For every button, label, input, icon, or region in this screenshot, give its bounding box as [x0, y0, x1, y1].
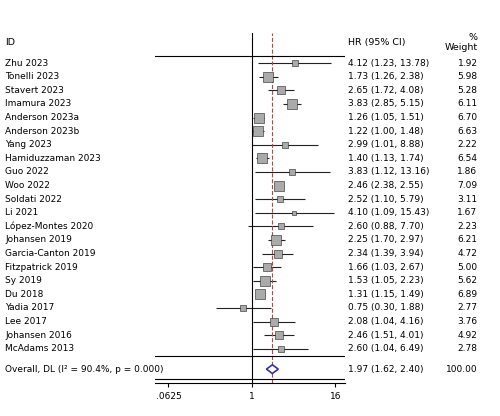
Text: 1.22 (1.00, 1.48): 1.22 (1.00, 1.48): [348, 127, 423, 136]
Text: 100.00: 100.00: [446, 364, 478, 374]
Text: Johansen 2016: Johansen 2016: [5, 331, 72, 339]
Text: 1.31 (1.15, 1.49): 1.31 (1.15, 1.49): [348, 290, 423, 299]
Text: Du 2018: Du 2018: [5, 290, 44, 299]
Point: [281, 141, 289, 148]
Text: 2.60 (0.88, 7.70): 2.60 (0.88, 7.70): [348, 222, 423, 231]
Text: 1.66 (1.03, 2.67): 1.66 (1.03, 2.67): [348, 262, 423, 272]
Text: Soldati 2022: Soldati 2022: [5, 195, 62, 204]
Text: %: %: [468, 33, 477, 42]
Text: 2.65 (1.72, 4.08): 2.65 (1.72, 4.08): [348, 86, 423, 95]
Point: [254, 128, 262, 134]
Text: 0.75 (0.30, 1.88): 0.75 (0.30, 1.88): [348, 303, 424, 312]
Text: 6.11: 6.11: [458, 99, 477, 109]
Text: 6.63: 6.63: [458, 127, 477, 136]
Point: [275, 332, 283, 339]
Text: Weight: Weight: [444, 43, 478, 52]
Text: 5.28: 5.28: [458, 86, 477, 95]
Text: 2.46 (1.51, 4.01): 2.46 (1.51, 4.01): [348, 331, 423, 339]
Text: Hamiduzzaman 2023: Hamiduzzaman 2023: [5, 154, 101, 163]
Text: 6.21: 6.21: [458, 235, 477, 245]
Point: [288, 101, 296, 107]
Point: [278, 87, 285, 94]
Text: 2.99 (1.01, 8.88): 2.99 (1.01, 8.88): [348, 140, 423, 149]
Point: [240, 305, 248, 311]
Text: Imamura 2023: Imamura 2023: [5, 99, 71, 109]
Text: McAdams 2013: McAdams 2013: [5, 344, 74, 353]
Text: 1.53 (1.05, 2.23): 1.53 (1.05, 2.23): [348, 276, 423, 285]
Point: [264, 74, 272, 80]
Text: Li 2021: Li 2021: [5, 208, 38, 217]
Text: Overall, DL (I² = 90.4%, p = 0.000): Overall, DL (I² = 90.4%, p = 0.000): [5, 364, 164, 374]
Text: 3.83 (2.85, 5.15): 3.83 (2.85, 5.15): [348, 99, 423, 109]
Text: 2.78: 2.78: [458, 344, 477, 353]
Text: ID: ID: [5, 38, 15, 47]
Text: Yang 2023: Yang 2023: [5, 140, 52, 149]
Text: 3.11: 3.11: [458, 195, 477, 204]
Text: 1.86: 1.86: [458, 168, 477, 176]
Text: HR (95% CI): HR (95% CI): [348, 38, 405, 47]
Text: 2.23: 2.23: [458, 222, 477, 231]
Text: 4.10 (1.09, 15.43): 4.10 (1.09, 15.43): [348, 208, 429, 217]
Text: Guo 2022: Guo 2022: [5, 168, 49, 176]
Text: Johansen 2019: Johansen 2019: [5, 235, 72, 245]
Text: 2.52 (1.10, 5.79): 2.52 (1.10, 5.79): [348, 195, 423, 204]
Polygon shape: [266, 365, 278, 374]
Point: [290, 60, 298, 67]
Text: Anderson 2023a: Anderson 2023a: [5, 113, 79, 122]
Text: Garcia-Canton 2019: Garcia-Canton 2019: [5, 249, 96, 258]
Text: 1.92: 1.92: [458, 59, 477, 68]
Text: 2.08 (1.04, 4.16): 2.08 (1.04, 4.16): [348, 317, 423, 326]
Point: [288, 168, 296, 175]
Text: 6.89: 6.89: [458, 290, 477, 299]
Text: 3.76: 3.76: [458, 317, 477, 326]
Point: [275, 182, 283, 189]
Point: [272, 237, 280, 243]
Text: 2.25 (1.70, 2.97): 2.25 (1.70, 2.97): [348, 235, 423, 245]
Point: [256, 291, 264, 298]
Text: 4.72: 4.72: [458, 249, 477, 258]
Point: [258, 155, 266, 162]
Text: 5.98: 5.98: [458, 72, 477, 81]
Text: Anderson 2023b: Anderson 2023b: [5, 127, 79, 136]
Point: [276, 196, 284, 203]
Text: 4.92: 4.92: [458, 331, 477, 339]
Point: [270, 318, 278, 325]
Text: 2.22: 2.22: [458, 140, 477, 149]
Point: [276, 345, 284, 352]
Text: 1.67: 1.67: [458, 208, 477, 217]
Text: 1.40 (1.13, 1.74): 1.40 (1.13, 1.74): [348, 154, 423, 163]
Text: 2.77: 2.77: [458, 303, 477, 312]
Text: Lee 2017: Lee 2017: [5, 317, 47, 326]
Point: [290, 209, 298, 216]
Text: 3.83 (1.12, 13.16): 3.83 (1.12, 13.16): [348, 168, 429, 176]
Text: 2.46 (2.38, 2.55): 2.46 (2.38, 2.55): [348, 181, 423, 190]
Text: 5.62: 5.62: [458, 276, 477, 285]
Text: Fitzpatrick 2019: Fitzpatrick 2019: [5, 262, 78, 272]
Text: Woo 2022: Woo 2022: [5, 181, 50, 190]
Text: 2.60 (1.04, 6.49): 2.60 (1.04, 6.49): [348, 344, 423, 353]
Text: 2.34 (1.39, 3.94): 2.34 (1.39, 3.94): [348, 249, 423, 258]
Text: 7.09: 7.09: [458, 181, 477, 190]
Point: [260, 277, 268, 284]
Point: [255, 114, 263, 121]
Text: Zhu 2023: Zhu 2023: [5, 59, 48, 68]
Text: 6.70: 6.70: [458, 113, 477, 122]
Point: [274, 250, 281, 257]
Text: 1.26 (1.05, 1.51): 1.26 (1.05, 1.51): [348, 113, 423, 122]
Text: 1.73 (1.26, 2.38): 1.73 (1.26, 2.38): [348, 72, 423, 81]
Text: Tonelli 2023: Tonelli 2023: [5, 72, 60, 81]
Text: 4.12 (1.23, 13.78): 4.12 (1.23, 13.78): [348, 59, 429, 68]
Text: Stavert 2023: Stavert 2023: [5, 86, 64, 95]
Point: [263, 264, 271, 270]
Text: López-Montes 2020: López-Montes 2020: [5, 222, 93, 231]
Point: [276, 223, 284, 230]
Text: Sy 2019: Sy 2019: [5, 276, 42, 285]
Text: 5.00: 5.00: [458, 262, 477, 272]
Text: 6.54: 6.54: [458, 154, 477, 163]
Text: 1.97 (1.62, 2.40): 1.97 (1.62, 2.40): [348, 364, 423, 374]
Text: Yadia 2017: Yadia 2017: [5, 303, 54, 312]
